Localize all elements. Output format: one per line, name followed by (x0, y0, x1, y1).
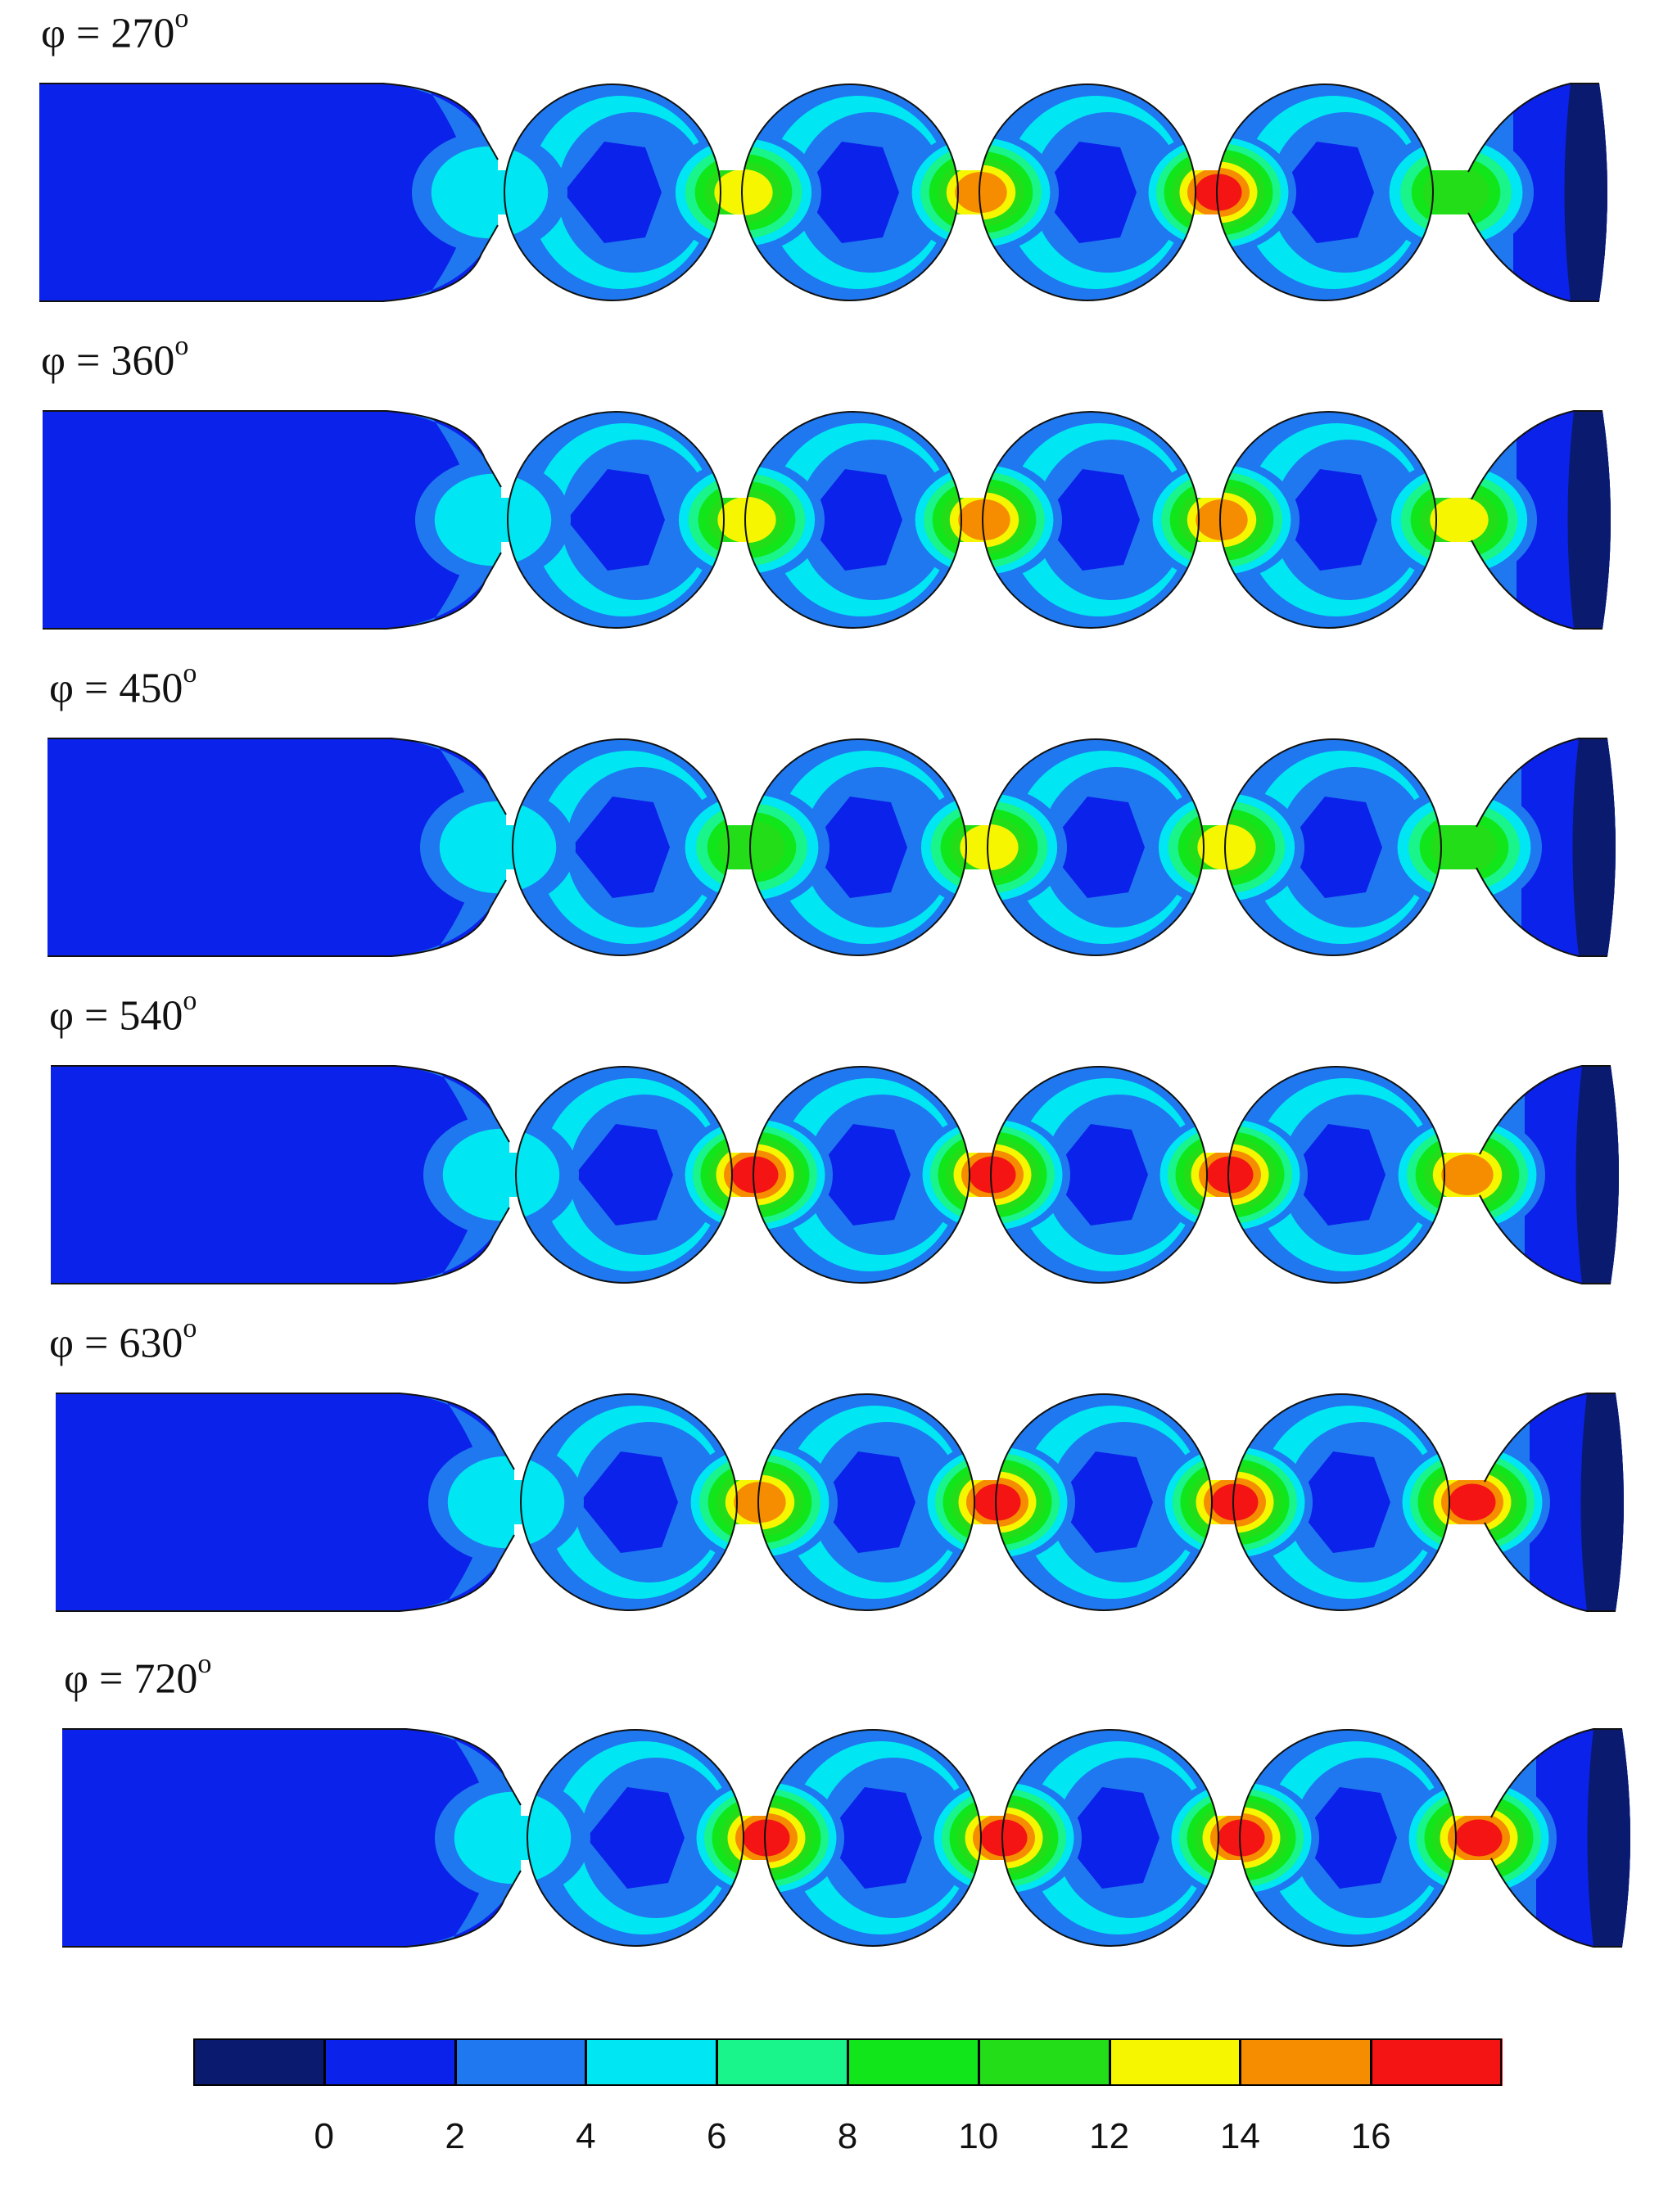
colorbar-tick (585, 2038, 588, 2086)
phase-angle-label: φ = 450o (49, 660, 197, 712)
colorbar-segment (1240, 2038, 1372, 2086)
colorbar-tick-label: 2 (445, 2116, 465, 2156)
phase-angle-text: φ = 540 (49, 992, 183, 1040)
colorbar-segment (716, 2038, 848, 2086)
colorbar (193, 2038, 1503, 2086)
velocity-contour-field (62, 1728, 1630, 1948)
colorbar-tick-label: 4 (576, 2116, 596, 2156)
colorbar-tick (1370, 2038, 1373, 2086)
colorbar-tick (454, 2038, 457, 2086)
degree-symbol: o (183, 986, 197, 1016)
contour-panel: φ = 450o (0, 655, 1668, 982)
colorbar-tick (1108, 2038, 1111, 2086)
contour-panel: φ = 270o (0, 0, 1668, 327)
colorbar-tick-label: 6 (706, 2116, 727, 2156)
colorbar-segment (978, 2038, 1110, 2086)
colorbar-tick (977, 2038, 980, 2086)
colorbar-tick-label: 14 (1219, 2116, 1260, 2156)
contour-panel: φ = 540o (0, 982, 1668, 1310)
phase-angle-label: φ = 270o (41, 5, 188, 57)
colorbar-tick-label: 10 (958, 2116, 999, 2156)
phase-angle-label: φ = 360o (41, 332, 188, 385)
phase-angle-label: φ = 720o (64, 1650, 211, 1703)
contour-panel: φ = 360o (0, 327, 1668, 655)
colorbar-segment (848, 2038, 979, 2086)
velocity-contour-field (39, 83, 1607, 302)
colorbar-segment (1109, 2038, 1241, 2086)
colorbar-tick-label: 8 (837, 2116, 858, 2156)
colorbar-tick (323, 2038, 326, 2086)
colorbar-tick-label: 12 (1089, 2116, 1130, 2156)
phase-angle-text: φ = 360 (41, 337, 175, 385)
phase-angle-text: φ = 630 (49, 1320, 183, 1367)
phase-angle-text: φ = 720 (64, 1655, 198, 1703)
colorbar-tick (1239, 2038, 1242, 2086)
colorbar-tick-label: 16 (1350, 2116, 1391, 2156)
velocity-contour-field (51, 1065, 1619, 1284)
phase-angle-label: φ = 630o (49, 1315, 197, 1367)
colorbar-segment (454, 2038, 587, 2086)
colorbar-tick (716, 2038, 719, 2086)
contour-panel: φ = 630o (0, 1310, 1668, 1637)
colorbar-segment (193, 2038, 325, 2086)
colorbar-segment (1371, 2038, 1503, 2086)
colorbar-tick-label: 0 (314, 2116, 335, 2156)
degree-symbol: o (183, 1313, 197, 1343)
velocity-contour-field (56, 1393, 1624, 1612)
degree-symbol: o (197, 1649, 212, 1679)
velocity-contour-field (43, 410, 1611, 630)
colorbar-tick (847, 2038, 849, 2086)
phase-angle-text: φ = 270 (41, 10, 175, 57)
degree-symbol: o (174, 3, 189, 34)
velocity-contour-field (47, 738, 1616, 957)
colorbar-segment (585, 2038, 718, 2086)
degree-symbol: o (174, 331, 189, 361)
phase-angle-text: φ = 450 (49, 665, 183, 712)
contour-panel: φ = 720o (0, 1645, 1668, 1973)
degree-symbol: o (183, 658, 197, 688)
phase-angle-label: φ = 540o (49, 987, 197, 1040)
colorbar-segment (323, 2038, 456, 2086)
